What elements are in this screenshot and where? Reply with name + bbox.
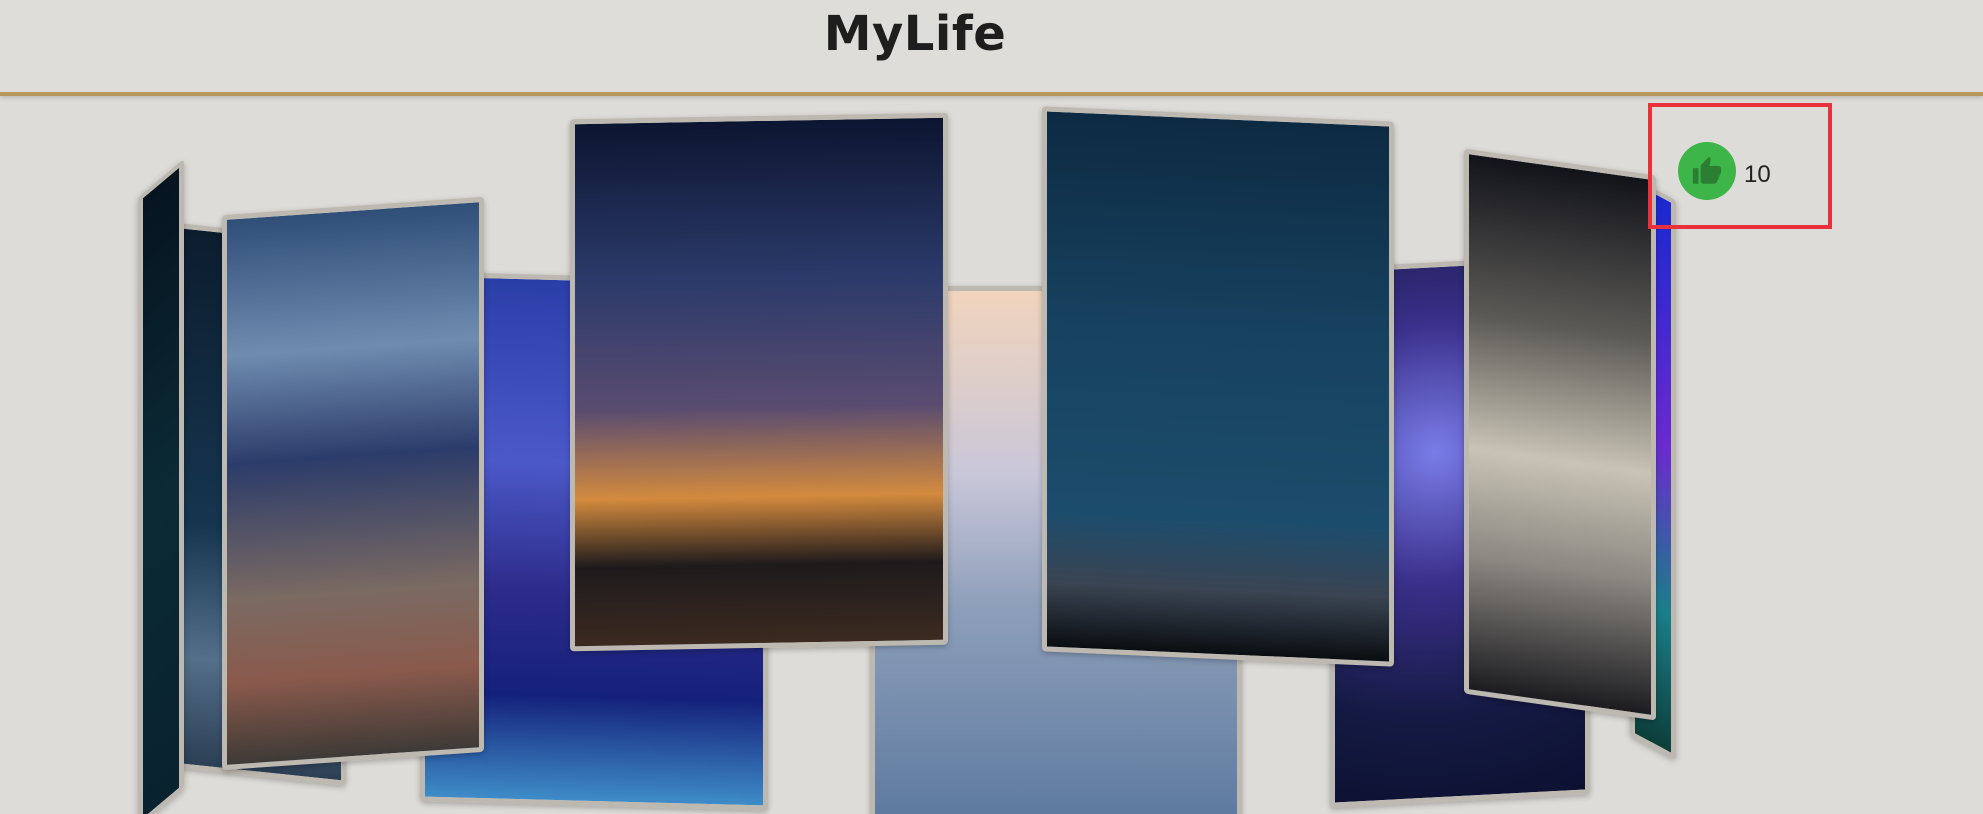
carousel-card-white-supercar[interactable]: [1464, 148, 1656, 721]
carousel-card-starry-mountain[interactable]: [1042, 106, 1394, 667]
thumbs-up-icon: [1692, 156, 1722, 184]
carousel-card-night-sky[interactable]: [138, 158, 184, 814]
like-count: 10: [1744, 161, 1771, 188]
page-title: MyLife: [823, 6, 1007, 62]
page-header: MyLife: [0, 0, 1983, 96]
image-carousel[interactable]: [0, 96, 1983, 814]
carousel-card-blue-car[interactable]: [222, 196, 484, 771]
like-button[interactable]: [1678, 142, 1736, 200]
like-widget: 10: [1648, 103, 1832, 229]
carousel-card-train-milky-way[interactable]: [570, 112, 948, 652]
